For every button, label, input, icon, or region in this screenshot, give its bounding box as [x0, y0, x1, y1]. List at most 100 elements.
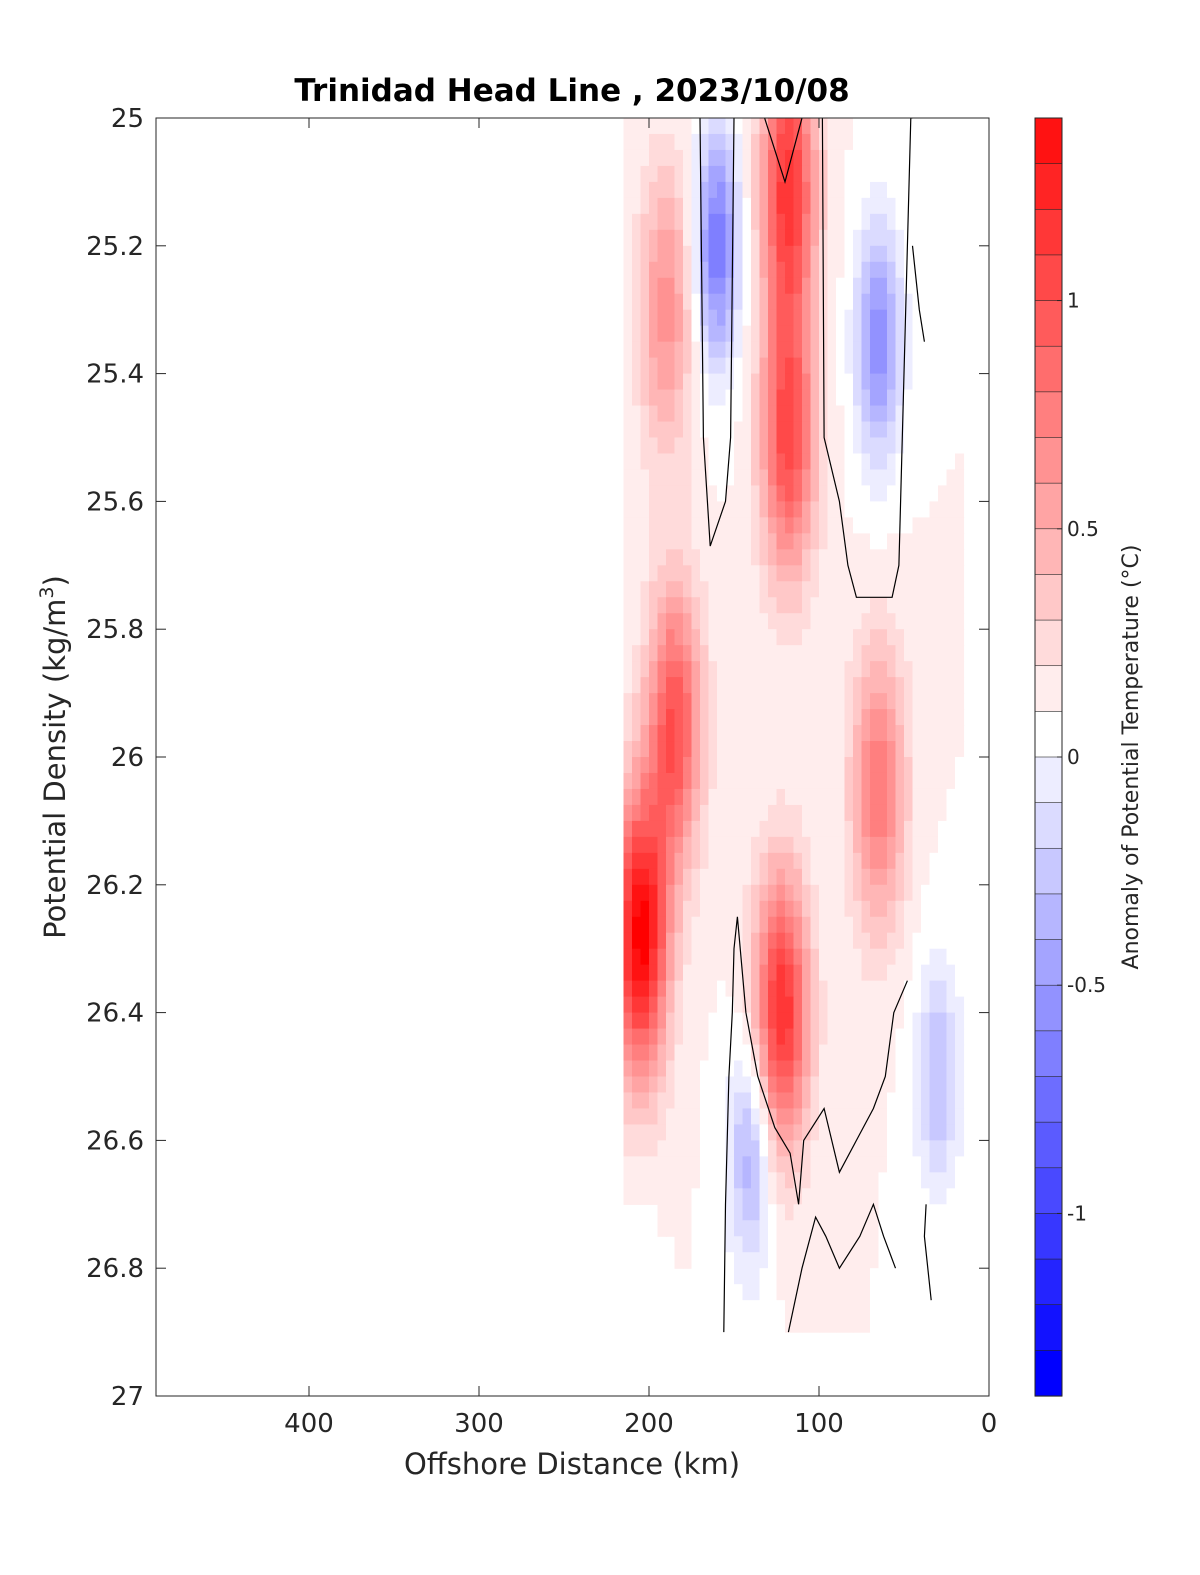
field-cell: [734, 1316, 744, 1333]
field-cell: [700, 1188, 710, 1205]
field-cell: [929, 1028, 939, 1046]
field-cell: [946, 788, 956, 806]
colorbar-segment: [1034, 482, 1063, 530]
field-cell: [921, 964, 931, 982]
field-cell: [819, 709, 829, 726]
field-cell: [657, 277, 667, 295]
field-cell: [657, 996, 667, 1014]
field-cell: [912, 1188, 922, 1205]
field-cell: [861, 437, 871, 455]
field-cell: [938, 804, 948, 822]
field-cell: [649, 453, 659, 471]
field-cell: [870, 964, 880, 982]
field-cell: [912, 517, 922, 534]
field-cell: [793, 1076, 803, 1094]
field-cell: [887, 1028, 897, 1046]
field-cell: [708, 772, 718, 790]
field-cell: [878, 1076, 888, 1094]
field-cell: [657, 549, 667, 566]
field-cell: [929, 852, 939, 870]
field-cell: [921, 852, 931, 870]
field-cell: [836, 517, 846, 534]
field-cell: [640, 693, 650, 710]
field-cell: [640, 1092, 650, 1110]
field-cell: [861, 453, 871, 471]
field-cell: [717, 1060, 727, 1078]
field-cell: [912, 1316, 922, 1333]
field-cell: [717, 245, 727, 263]
field-cell: [734, 533, 744, 550]
field-cell: [632, 980, 642, 998]
field-cell: [938, 1236, 948, 1253]
field-cell: [912, 325, 922, 343]
field-cell: [793, 437, 803, 455]
field-cell: [776, 213, 786, 231]
field-cell: [887, 996, 897, 1014]
field-cell: [759, 916, 769, 934]
field-cell: [717, 133, 727, 151]
field-cell: [887, 1060, 897, 1078]
field-cell: [708, 613, 718, 630]
field-cell: [666, 549, 676, 566]
field-cell: [751, 661, 761, 678]
field-cell: [912, 213, 922, 231]
field-cell: [708, 645, 718, 662]
field-cell: [878, 852, 888, 870]
field-cell: [691, 964, 701, 982]
field-cell: [853, 181, 863, 199]
field-cell: [683, 1124, 693, 1141]
field-cell: [938, 1076, 948, 1094]
field-cell: [751, 1012, 761, 1030]
field-cell: [887, 245, 897, 263]
field-cell: [649, 932, 659, 950]
field-cell: [734, 1044, 744, 1062]
field-cell: [819, 597, 829, 614]
field-cell: [853, 453, 863, 471]
field-cell: [708, 1236, 718, 1253]
field-cell: [861, 613, 871, 630]
field-cell: [819, 165, 829, 183]
field-cell: [700, 389, 710, 407]
field-cell: [853, 1028, 863, 1046]
field-cell: [700, 437, 710, 455]
field-cell: [768, 245, 778, 263]
field-cell: [802, 229, 812, 247]
field-cell: [742, 309, 752, 327]
field-cell: [674, 1044, 684, 1062]
field-cell: [742, 165, 752, 183]
field-cell: [861, 1188, 871, 1205]
field-cell: [759, 741, 769, 758]
field-cell: [708, 1188, 718, 1205]
field-cell: [734, 229, 744, 247]
field-cell: [904, 293, 914, 311]
x-tick-label: 0: [981, 1409, 998, 1439]
field-cell: [785, 549, 795, 566]
field-cell: [810, 964, 820, 982]
field-cell: [759, 277, 769, 295]
field-cell: [768, 485, 778, 502]
field-cell: [683, 932, 693, 950]
field-cell: [844, 836, 854, 854]
field-cell: [887, 1220, 897, 1237]
field-cell: [827, 884, 837, 902]
field-cell: [785, 1108, 795, 1126]
field-cell: [742, 693, 752, 710]
field-cell: [921, 1156, 931, 1173]
field-cell: [853, 629, 863, 646]
field-cell: [861, 1156, 871, 1173]
field-cell: [725, 948, 735, 966]
field-cell: [904, 1316, 914, 1333]
field-cell: [725, 517, 735, 534]
field-cell: [802, 373, 812, 391]
field-cell: [708, 788, 718, 806]
field-cell: [929, 245, 939, 263]
field-cell: [700, 1124, 710, 1141]
field-cell: [929, 1092, 939, 1110]
field-cell: [700, 772, 710, 790]
field-cell: [734, 1300, 744, 1317]
field-cell: [691, 820, 701, 838]
field-cell: [938, 565, 948, 582]
field-cell: [768, 165, 778, 183]
field-cell: [955, 868, 965, 886]
field-cell: [725, 788, 735, 806]
